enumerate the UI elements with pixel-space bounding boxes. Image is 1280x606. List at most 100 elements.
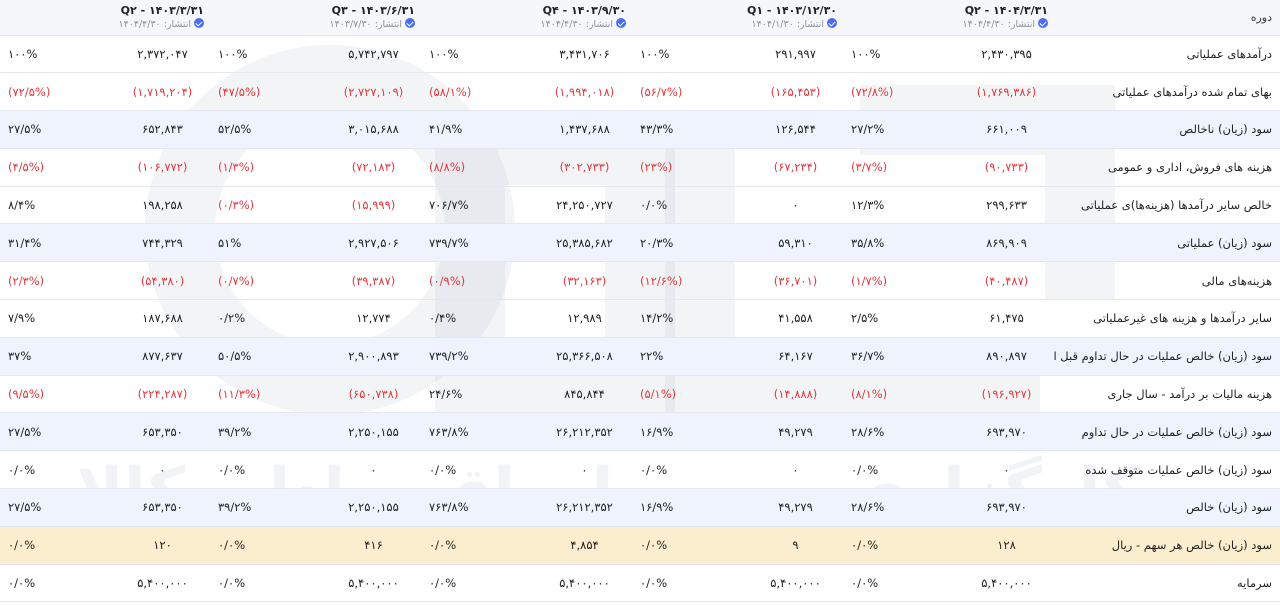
value-cell: ۶۵۲,۸۴۳: [115, 110, 210, 149]
value-cell: ۶۴,۱۶۷: [748, 337, 844, 376]
value-cell: ۲,۹۰۰,۸۹۳: [326, 337, 421, 376]
value-cell: ۶۹۳,۹۷۰: [959, 412, 1055, 451]
published-date: ۱۴۰۴/۴/۳۰: [540, 18, 583, 30]
table-row[interactable]: درآمدهای عملیاتی ۲,۴۳۰,۳۹۵ ۱۰۰% ۲۹۱,۹۹۷ ۱۰۰%…: [0, 35, 1280, 73]
value-cell: (۱۶۵,۴۵۳): [770, 84, 821, 99]
row-label: سود (زیان) خالص: [1054, 488, 1280, 527]
period-header[interactable]: Q۱ - ۱۴۰۳/۱۲/۳۰ انتشار: ۱۴۰۴/۱/۳۰: [632, 0, 844, 36]
table-header: دوره Q۲ - ۱۴۰۴/۳/۳۱ انتشار: ۱۴۰۴/۴/۳۰ Q۱ -…: [0, 0, 1280, 36]
percent-cell: ۱۰۰%: [8, 46, 38, 61]
table-row[interactable]: سود (زیان) عملیاتی ۸۶۹,۹۰۹ ۳۵/۸% ۵۹,۳۱۰ ۲۰/۳…: [0, 223, 1280, 262]
percent-cell: ۰/۰%: [640, 462, 668, 477]
percent-cell: (۰/۹%): [429, 273, 466, 288]
percent-cell: ۲۸/۶%: [843, 488, 960, 527]
percent-cell: ۳۹/۲%: [210, 488, 326, 527]
percent-cell: ۲۷/۵%: [0, 412, 115, 451]
percent-cell: ۰/۰%: [640, 198, 668, 213]
verified-icon: [405, 17, 415, 28]
percent-cell: ۰/۰%: [632, 526, 749, 565]
published-info: انتشار: ۱۴۰۳/۷/۳۰: [210, 17, 415, 31]
row-label: سود (زیان) عملیاتی: [1054, 223, 1280, 262]
percent-cell: ۰/۰%: [218, 462, 246, 477]
published-date: ۱۴۰۴/۴/۳۰: [962, 18, 1005, 30]
period-title: Q۴ - ۱۴۰۳/۹/۳۰: [542, 3, 626, 17]
period-title: Q۳ - ۱۴۰۳/۶/۳۱: [331, 3, 415, 17]
percent-cell: ۱۰۰%: [851, 46, 881, 61]
percent-cell: ۲۴/۶%: [429, 387, 463, 402]
row-label: هزینه‌های مالی: [1201, 273, 1273, 288]
percent-cell: (۹/۵%): [8, 387, 45, 402]
percent-cell: (۸/۱%): [851, 387, 888, 402]
percent-cell: (۲/۳%): [8, 273, 45, 288]
row-label: سود (زیان) خالص عملیات متوقف شده: [1085, 462, 1273, 477]
period-header[interactable]: Q۲ - ۱۴۰۳/۳/۳۱ انتشار: ۱۴۰۴/۴/۳۰: [0, 0, 210, 36]
percent-cell: ۳۵/۸%: [843, 223, 960, 262]
table-row[interactable]: سود (زیان) خالص عملیات در حال تداوم ۶۹۳,۹…: [0, 412, 1280, 451]
percent-cell: ۷۰۶/۷%: [429, 198, 469, 213]
period-header[interactable]: Q۳ - ۱۴۰۳/۶/۳۱ انتشار: ۱۴۰۳/۷/۳۰: [210, 0, 421, 36]
row-label: بهای تمام شده درآمدهای عملیاتی: [1112, 84, 1273, 99]
published-label: انتشار:: [163, 18, 191, 30]
percent-cell: ۰/۰%: [8, 576, 36, 591]
published-date: ۱۴۰۴/۴/۳۰: [118, 18, 161, 30]
percent-cell: ۳۹/۲%: [210, 412, 326, 451]
value-cell: ۸۷۷,۶۳۷: [115, 337, 210, 376]
percent-cell: ۱۰۰%: [640, 46, 670, 61]
value-cell: (۳۲,۱۶۳): [562, 273, 607, 288]
value-cell: ۲,۳۷۲,۰۴۷: [137, 46, 188, 61]
value-cell: (۶۷,۲۳۴): [773, 160, 818, 175]
percent-cell: ۲۷/۵%: [0, 110, 115, 149]
value-cell: ۴۱,۵۵۸: [778, 311, 813, 326]
percent-cell: ۱۶/۹%: [632, 488, 749, 527]
table-row[interactable]: خالص سایر درآمدها (هزینه‌ها)ی عملیاتی ۲۹۹…: [0, 186, 1280, 224]
value-cell: ۸۶۹,۹۰۹: [959, 223, 1055, 262]
table-row[interactable]: سود (زیان) خالص هر سهم - ریال ۱۲۸ ۰/۰% ۹ ۰/۰…: [0, 526, 1280, 565]
row-label: سایر درآمدها و هزینه های غیرعملیاتی: [1093, 311, 1273, 326]
percent-cell: ۰/۰%: [429, 462, 457, 477]
value-cell: ۲۹۹,۶۳۳: [986, 198, 1027, 213]
table-row[interactable]: هزینه مالیات بر درآمد - سال جاری (۱۹۶,۹۲۷…: [0, 375, 1280, 413]
published-info: انتشار: ۱۴۰۴/۱/۳۰: [632, 17, 838, 31]
table-row[interactable]: سود (زیان) ناخالص ۶۶۱,۰۰۹ ۲۷/۲% ۱۲۶,۵۴۴ ۴۳/۳…: [0, 110, 1280, 149]
percent-cell: (۰/۷%): [218, 273, 255, 288]
percent-cell: ۰/۰%: [851, 576, 879, 591]
value-cell: ۴۱۶: [326, 526, 421, 565]
table-row[interactable]: سود (زیان) خالص ۶۹۳,۹۷۰ ۲۸/۶% ۴۹,۲۷۹ ۱۶/۹% ۲۶…: [0, 488, 1280, 527]
table-row[interactable]: سرمایه ۵,۴۰۰,۰۰۰ ۰/۰% ۵,۴۰۰,۰۰۰ ۰/۰% ۵,۴۰۰,۰۰…: [0, 564, 1280, 602]
period-header[interactable]: Q۴ - ۱۴۰۳/۹/۳۰ انتشار: ۱۴۰۴/۴/۳۰: [421, 0, 632, 36]
value-cell: ۹: [748, 526, 844, 565]
value-cell: ۵,۴۰۰,۰۰۰: [981, 576, 1032, 591]
percent-cell: ۱۰۰%: [218, 46, 248, 61]
value-cell: (۲۲۴,۲۸۷): [137, 387, 188, 402]
table-row[interactable]: هزینه های فروش، اداری و عمومی (۹۰,۷۳۳) (۳/…: [0, 148, 1280, 187]
table-row[interactable]: سایر درآمدها و هزینه های غیرعملیاتی ۶۱,۴۷…: [0, 300, 1280, 338]
published-label: انتشار:: [1007, 18, 1036, 30]
period-header[interactable]: Q۲ - ۱۴۰۴/۳/۳۱ انتشار: ۱۴۰۴/۴/۳۰: [843, 0, 1055, 36]
percent-cell: ۰/۰%: [0, 526, 115, 565]
published-label: انتشار:: [585, 18, 613, 30]
period-title: Q۲ - ۱۴۰۴/۳/۳۱: [964, 3, 1049, 17]
table-row[interactable]: بهای تمام شده درآمدهای عملیاتی (۱,۷۶۹,۳۸۶…: [0, 73, 1280, 111]
percent-cell: ۲۸/۶%: [843, 412, 960, 451]
published-info: انتشار: ۱۴۰۴/۴/۳۰: [421, 17, 626, 31]
value-cell: ۳,۴۳۱,۷۰۶: [559, 46, 610, 61]
table-row[interactable]: سود (زیان) خالص عملیات متوقف شده ۰ ۰/۰% ۰ ۰/…: [0, 451, 1280, 489]
value-cell: (۳۰۲,۷۳۳): [559, 160, 610, 175]
table-row[interactable]: هزینه‌های مالی (۴۰,۴۸۷) (۱/۷%) (۳۶,۷۰۱) (۱۲/…: [0, 262, 1280, 300]
percent-cell: (۸/۸%): [429, 160, 466, 175]
percent-cell: ۸/۴%: [8, 198, 36, 213]
percent-cell: ۰/۰%: [851, 462, 879, 477]
value-cell: ۶۹۳,۹۷۰: [959, 488, 1055, 527]
percent-cell: ۴۳/۳%: [632, 110, 749, 149]
value-cell: ۸۴۵,۸۴۴: [564, 387, 605, 402]
published-date: ۱۴۰۴/۱/۳۰: [751, 18, 794, 30]
value-cell: ۲۴,۲۵۰,۷۲۷: [556, 198, 613, 213]
table-row[interactable]: سود (زیان) خالص عملیات در حال تداوم قبل …: [0, 337, 1280, 376]
value-cell: ۰: [370, 462, 377, 477]
value-cell: ۲۵,۳۸۵,۶۸۲: [537, 223, 632, 262]
value-cell: (۶۵۰,۷۳۸): [348, 387, 399, 402]
percent-cell: ۲/۵%: [851, 311, 879, 326]
percent-cell: ۰/۴%: [429, 311, 457, 326]
value-cell: ۶۱,۴۷۵: [989, 311, 1024, 326]
